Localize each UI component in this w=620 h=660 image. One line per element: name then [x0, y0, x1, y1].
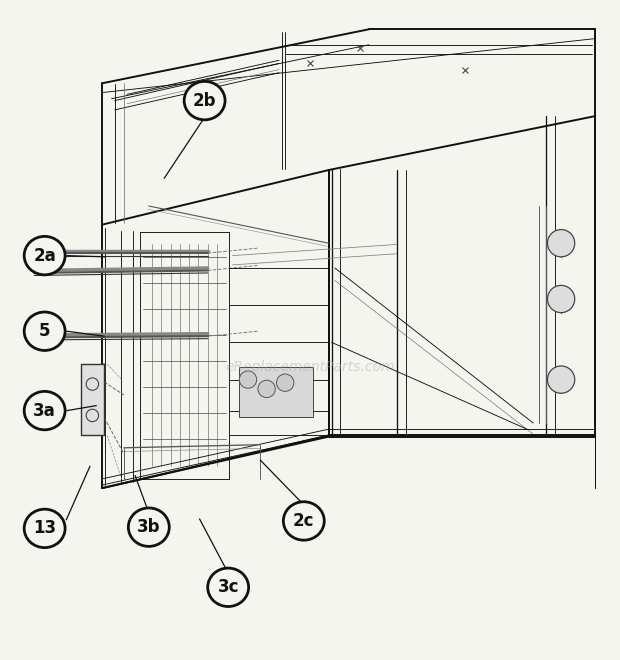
- Circle shape: [277, 374, 294, 391]
- Ellipse shape: [24, 391, 65, 430]
- Ellipse shape: [24, 509, 65, 548]
- Text: 3c: 3c: [218, 578, 239, 596]
- Text: 2a: 2a: [33, 247, 56, 265]
- Text: 2c: 2c: [293, 512, 314, 530]
- Ellipse shape: [208, 568, 249, 607]
- Circle shape: [258, 380, 275, 397]
- Circle shape: [239, 371, 257, 388]
- Text: 2b: 2b: [193, 92, 216, 110]
- Circle shape: [547, 366, 575, 393]
- Circle shape: [547, 230, 575, 257]
- Bar: [81, 364, 104, 436]
- Ellipse shape: [24, 236, 65, 275]
- Text: eReplacementParts.com: eReplacementParts.com: [225, 360, 395, 374]
- Circle shape: [547, 285, 575, 313]
- Ellipse shape: [24, 312, 65, 350]
- Text: 5: 5: [39, 322, 50, 341]
- Text: 3b: 3b: [137, 518, 161, 536]
- Ellipse shape: [283, 502, 324, 540]
- Ellipse shape: [184, 81, 225, 120]
- Ellipse shape: [128, 508, 169, 546]
- Bar: [239, 367, 313, 417]
- Text: 3a: 3a: [33, 401, 56, 420]
- Text: 13: 13: [33, 519, 56, 537]
